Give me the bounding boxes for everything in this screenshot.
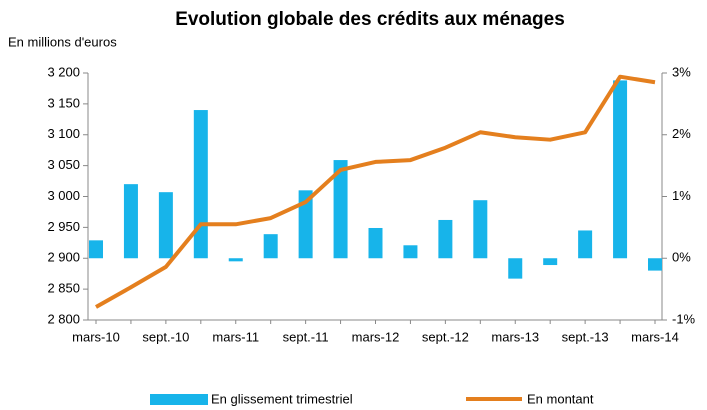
y-tick-label: 2 900 bbox=[47, 250, 80, 265]
y-tick-label: 3 050 bbox=[47, 157, 80, 172]
bar bbox=[508, 258, 523, 279]
y2-tick-label: 1% bbox=[672, 188, 691, 203]
y-tick-label: 3 200 bbox=[47, 64, 80, 79]
y-tick-label: 3 000 bbox=[47, 188, 80, 203]
bar bbox=[648, 258, 662, 271]
y-tick-label: 2 800 bbox=[47, 311, 80, 326]
bar bbox=[193, 110, 208, 259]
y-axis-label: En millions d'euros bbox=[8, 34, 117, 49]
x-tick-label: sept.-11 bbox=[283, 329, 329, 344]
bar bbox=[298, 190, 313, 259]
bar bbox=[473, 200, 488, 259]
y2-tick-label: 2% bbox=[672, 126, 691, 141]
legend-label: En montant bbox=[527, 391, 594, 406]
bar bbox=[123, 184, 138, 259]
legend-label: En glissement trimestriel bbox=[211, 391, 353, 406]
bar bbox=[578, 230, 593, 259]
x-tick-label: mars-10 bbox=[72, 329, 120, 344]
bar bbox=[158, 192, 173, 259]
bar bbox=[543, 258, 558, 266]
bar bbox=[89, 240, 103, 259]
bar bbox=[438, 219, 453, 259]
x-tick-label: sept.-13 bbox=[562, 329, 609, 344]
y-tick-label: 2 950 bbox=[47, 219, 80, 234]
x-tick-label: mars-11 bbox=[212, 329, 259, 344]
y-tick-label: 3 150 bbox=[47, 95, 80, 110]
y-tick-label: 2 850 bbox=[47, 281, 80, 296]
y2-tick-label: -1% bbox=[672, 311, 696, 326]
chart-title: Evolution globale des crédits aux ménage… bbox=[175, 9, 565, 30]
y-tick-label: 3 100 bbox=[47, 126, 80, 141]
x-tick-label: sept.-12 bbox=[422, 329, 469, 344]
x-tick-label: mars-14 bbox=[631, 329, 679, 344]
bar bbox=[263, 234, 278, 259]
y2-tick-label: 3% bbox=[672, 64, 691, 79]
bar bbox=[368, 227, 383, 259]
y2-tick-label: 0% bbox=[672, 250, 691, 265]
legend-swatch bbox=[150, 394, 208, 405]
x-tick-label: mars-12 bbox=[352, 329, 400, 344]
bar bbox=[403, 245, 418, 259]
line bbox=[95, 74, 656, 309]
bar bbox=[333, 160, 348, 259]
bar bbox=[613, 80, 628, 259]
bar bbox=[228, 258, 243, 262]
x-tick-label: mars-13 bbox=[491, 329, 539, 344]
x-tick-label: sept.-10 bbox=[142, 329, 189, 344]
